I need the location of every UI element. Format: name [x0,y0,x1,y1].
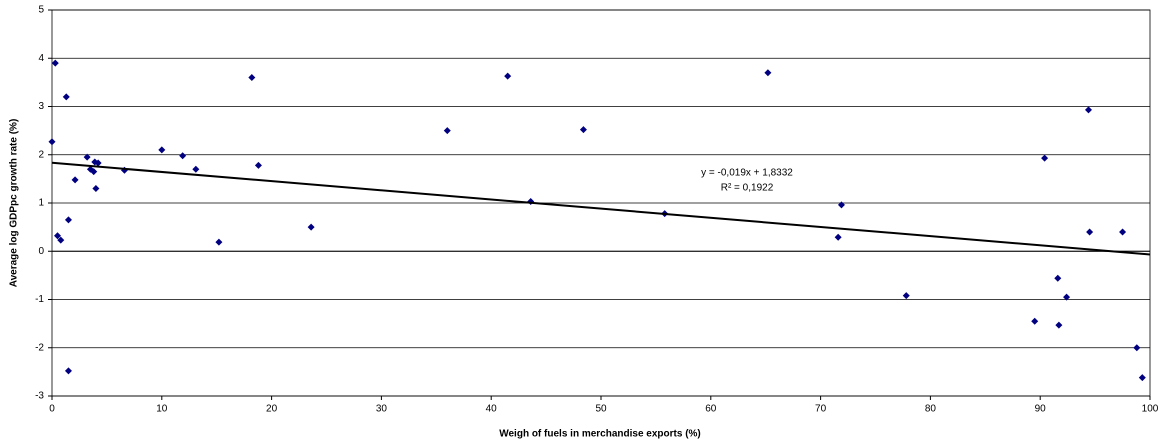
trendline-r-squared: R² = 0,1922 [721,183,774,194]
point [51,59,59,67]
point [902,292,910,300]
y-tick-label: 1 [38,198,44,209]
point [443,127,451,135]
point [1138,374,1146,382]
point [837,201,845,209]
point [192,165,200,173]
point [1063,293,1071,301]
y-tick-label: -2 [35,342,44,353]
y-tick-label: -1 [35,294,44,305]
x-tick-label: 100 [1142,404,1159,415]
point [158,146,166,154]
point [504,72,512,80]
trendline [51,161,1151,256]
point [64,367,72,375]
point [215,238,223,246]
point [53,232,61,240]
x-tick-label: 30 [376,404,388,415]
point [83,153,91,161]
y-tick-label: 0 [38,246,44,257]
x-tick-label: 90 [1035,404,1047,415]
x-tick-label: 50 [595,404,607,415]
x-tick-label: 10 [156,404,168,415]
x-axis-title: Weigh of fuels in merchandise exports (%… [499,429,701,440]
point [64,216,72,224]
trendline-equation: y = -0,019x + 1,8332 [701,168,793,179]
point [1055,321,1063,329]
x-tick-label: 0 [49,404,55,415]
point [1085,106,1093,114]
y-tick-label: -3 [35,391,44,402]
point [1133,344,1141,352]
point [179,152,187,160]
plot-frame [51,9,1151,397]
point [94,159,102,167]
x-tick-label: 60 [705,404,717,415]
point [90,168,98,176]
x-tick-label: 20 [266,404,278,415]
point [248,74,256,82]
point [71,176,79,184]
point [834,233,842,241]
x-tick-label: 70 [815,404,827,415]
x-tick-label: 80 [925,404,937,415]
point [307,223,315,231]
point [527,198,535,206]
y-tick-label: 3 [38,101,44,112]
point [48,138,56,146]
point [1054,274,1062,282]
point [92,185,100,193]
point [579,126,587,134]
y-tick-label: 4 [38,53,44,64]
y-tick-label: 2 [38,149,44,160]
point [254,161,262,169]
y-axis-title: Average log GDPpc growth rate (%) [9,119,20,288]
point [1119,228,1127,236]
point [1041,154,1049,162]
point [1031,317,1039,325]
point [62,93,70,101]
point [1086,228,1094,236]
point [57,236,65,244]
y-tick-label: 5 [38,5,44,16]
x-tick-label: 40 [486,404,498,415]
point [764,69,772,77]
